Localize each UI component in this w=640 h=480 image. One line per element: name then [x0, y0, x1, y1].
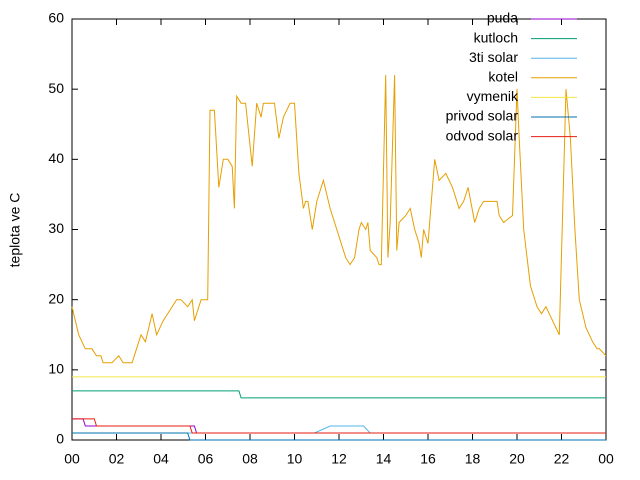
legend-label: 3ti solar: [469, 49, 518, 65]
y-tick-label: 0: [56, 431, 64, 447]
x-tick-label: 20: [509, 451, 525, 467]
x-tick-label: 00: [64, 451, 80, 467]
x-tick-label: 16: [420, 451, 436, 467]
x-tick-label: 10: [287, 451, 303, 467]
x-tick-label: 04: [153, 451, 169, 467]
y-axis-label: teplota ve C: [7, 193, 23, 268]
y-tick-label: 60: [48, 10, 64, 26]
y-tick-label: 30: [48, 220, 64, 236]
legend-label: kotel: [488, 69, 518, 85]
y-tick-label: 20: [48, 290, 64, 306]
legend-label: puda: [487, 10, 518, 26]
legend-label: vymenik: [467, 88, 519, 104]
y-tick-label: 50: [48, 80, 64, 96]
x-tick-label: 06: [198, 451, 214, 467]
series-line: [72, 390, 606, 399]
x-tick-label: 12: [331, 451, 347, 467]
y-tick-label: 40: [48, 150, 64, 166]
series-line: [72, 432, 606, 441]
x-tick-label: 00: [598, 451, 614, 467]
y-tick-label: 10: [48, 361, 64, 377]
x-tick-label: 08: [242, 451, 258, 467]
series-line: [72, 425, 606, 434]
legend-label: privod solar: [446, 108, 519, 124]
legend-label: odvod solar: [446, 127, 519, 143]
x-tick-label: 22: [554, 451, 570, 467]
x-tick-label: 18: [465, 451, 481, 467]
series-line: [71, 75, 607, 364]
x-tick-label: 14: [376, 451, 392, 467]
legend-label: kutloch: [474, 29, 518, 45]
x-tick-label: 02: [109, 451, 125, 467]
series-line: [72, 418, 606, 434]
